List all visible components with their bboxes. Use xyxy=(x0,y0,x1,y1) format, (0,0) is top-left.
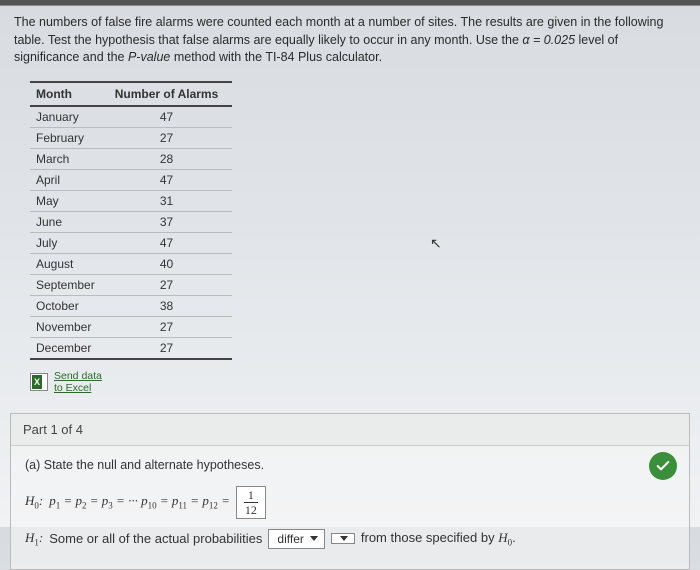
h1-before: Some or all of the actual probabilities xyxy=(49,531,262,546)
blank-dropdown[interactable] xyxy=(331,533,355,544)
cell-alarms: 27 xyxy=(109,316,233,337)
part-1-section: Part 1 of 4 (a) State the null and alter… xyxy=(10,413,690,570)
part-body: (a) State the null and alternate hypothe… xyxy=(11,446,689,569)
intro-tail: method with the TI-84 Plus calculator. xyxy=(170,50,382,64)
cell-alarms: 47 xyxy=(109,232,233,253)
table-row: February27 xyxy=(30,127,232,148)
table-row: April47 xyxy=(30,169,232,190)
dropdown-value: differ xyxy=(277,532,303,546)
fraction-bottom: 12 xyxy=(243,503,259,516)
table-row: January47 xyxy=(30,106,232,128)
fraction-top: 1 xyxy=(244,489,258,503)
cell-month: November xyxy=(30,316,109,337)
cell-month: May xyxy=(30,190,109,211)
cell-month: February xyxy=(30,127,109,148)
h1-label: H1: xyxy=(25,530,43,548)
cell-month: October xyxy=(30,295,109,316)
cell-alarms: 27 xyxy=(109,127,233,148)
cell-month: August xyxy=(30,253,109,274)
table-row: October38 xyxy=(30,295,232,316)
h0-body: p1 = p2 = p3 = ··· p10 = p11 = p12 = xyxy=(49,493,230,511)
table-row: March28 xyxy=(30,148,232,169)
cursor-icon: ↖ xyxy=(430,235,442,252)
table-row: July47 xyxy=(30,232,232,253)
cell-alarms: 38 xyxy=(109,295,233,316)
null-hypothesis-row: H0: p1 = p2 = p3 = ··· p10 = p11 = p12 =… xyxy=(25,486,675,519)
col-month: Month xyxy=(30,82,109,106)
excel-icon xyxy=(30,373,48,391)
part-header: Part 1 of 4 xyxy=(11,414,689,446)
correct-check-icon xyxy=(649,452,677,480)
cell-month: January xyxy=(30,106,109,128)
h1-after: from those specified by H0. xyxy=(361,530,516,548)
cell-alarms: 40 xyxy=(109,253,233,274)
part-prompt: (a) State the null and alternate hypothe… xyxy=(25,458,675,472)
h0-label: H0: xyxy=(25,493,43,511)
pvalue-label: P-value xyxy=(128,50,170,64)
cell-month: December xyxy=(30,337,109,359)
table-row: May31 xyxy=(30,190,232,211)
differ-dropdown[interactable]: differ xyxy=(268,529,324,549)
send-to-excel[interactable]: Send data to Excel xyxy=(30,370,700,395)
alt-hypothesis-row: H1: Some or all of the actual probabilit… xyxy=(25,529,675,549)
cell-month: April xyxy=(30,169,109,190)
excel-link-line1[interactable]: Send data xyxy=(54,370,102,382)
excel-link-line2[interactable]: to Excel xyxy=(54,382,91,394)
table-row: November27 xyxy=(30,316,232,337)
cell-month: June xyxy=(30,211,109,232)
fraction-answer[interactable]: 1 12 xyxy=(236,486,266,519)
chevron-down-icon xyxy=(340,536,348,541)
cell-month: July xyxy=(30,232,109,253)
chevron-down-icon xyxy=(310,536,318,541)
table-row: December27 xyxy=(30,337,232,359)
col-alarms: Number of Alarms xyxy=(109,82,233,106)
table-row: June37 xyxy=(30,211,232,232)
cell-month: March xyxy=(30,148,109,169)
problem-statement: The numbers of false fire alarms were co… xyxy=(0,6,700,77)
table-row: September27 xyxy=(30,274,232,295)
cell-alarms: 27 xyxy=(109,337,233,359)
cell-alarms: 37 xyxy=(109,211,233,232)
alarms-table: Month Number of Alarms January47February… xyxy=(30,81,232,360)
table-row: August40 xyxy=(30,253,232,274)
cell-alarms: 31 xyxy=(109,190,233,211)
cell-alarms: 47 xyxy=(109,169,233,190)
cell-alarms: 27 xyxy=(109,274,233,295)
cell-alarms: 28 xyxy=(109,148,233,169)
alpha-expr: α = 0.025 xyxy=(522,33,575,47)
cell-month: September xyxy=(30,274,109,295)
table-header-row: Month Number of Alarms xyxy=(30,82,232,106)
cell-alarms: 47 xyxy=(109,106,233,128)
